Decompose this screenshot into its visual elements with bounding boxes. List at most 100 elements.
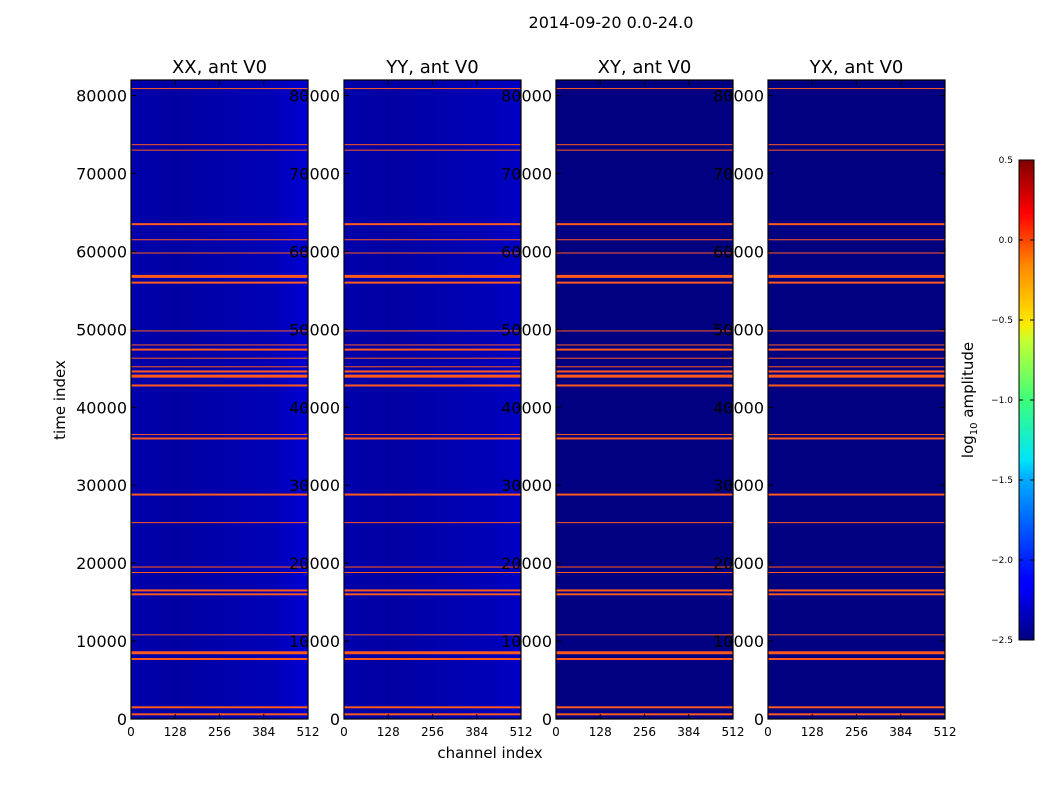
- x-tick-label: 128: [801, 725, 824, 739]
- colorbar-label-rest: amplitude: [959, 342, 977, 423]
- flagged-row: [131, 252, 308, 254]
- y-tick-label: 0: [330, 710, 340, 729]
- flagged-row: [344, 223, 521, 226]
- flagged-row: [131, 384, 308, 387]
- flagged-row: [768, 281, 945, 284]
- colorbar-tick-label: 0.0: [999, 236, 1014, 246]
- flagged-row: [344, 366, 521, 368]
- x-tick-label: 256: [845, 725, 868, 739]
- flagged-row: [344, 593, 521, 596]
- flagged-row: [768, 330, 945, 332]
- flagged-row: [344, 434, 521, 436]
- y-tick-label: 30000: [289, 476, 340, 495]
- flagged-row: [344, 149, 521, 151]
- flagged-row: [344, 281, 521, 284]
- x-tick-label: 128: [164, 725, 187, 739]
- flagged-row: [556, 281, 733, 284]
- flagged-row: [556, 657, 733, 660]
- colorbar-tick-label: −0.5: [991, 316, 1013, 326]
- flagged-row: [344, 706, 521, 709]
- y-tick-label: 50000: [713, 320, 764, 339]
- flagged-row: [344, 493, 521, 496]
- flagged-row: [131, 566, 308, 568]
- flagged-row: [768, 634, 945, 636]
- colorbar: −2.5 −2.0 −1.5 −1.0 −0.5 0.0 0.5 log10 amplitu…: [959, 156, 1035, 646]
- x-tick-label: 384: [889, 725, 912, 739]
- x-tick-label: 0: [764, 725, 772, 739]
- y-tick-label: 0: [754, 710, 764, 729]
- y-tick-label: 30000: [713, 476, 764, 495]
- flagged-row: [556, 434, 733, 436]
- flagged-row: [131, 149, 308, 151]
- flagged-row: [556, 634, 733, 636]
- flagged-row: [768, 434, 945, 436]
- y-tick-label: 50000: [501, 320, 552, 339]
- y-tick-label: 20000: [76, 554, 127, 573]
- flagged-row: [768, 223, 945, 226]
- y-tick-label: 70000: [289, 165, 340, 184]
- flagged-row: [131, 493, 308, 496]
- flagged-row: [768, 348, 945, 351]
- flagged-row: [556, 370, 733, 373]
- y-tick-label: 10000: [713, 632, 764, 651]
- flagged-row: [556, 366, 733, 368]
- flagged-row: [556, 144, 733, 146]
- y-tick-label: 70000: [713, 165, 764, 184]
- flagged-row: [556, 374, 733, 378]
- y-tick-label: 60000: [289, 242, 340, 261]
- panel-title: XY, ant V0: [598, 57, 692, 78]
- x-tick-label: 384: [465, 725, 488, 739]
- x-tick-label: 512: [297, 725, 320, 739]
- flagged-row: [768, 144, 945, 146]
- y-tick-label: 70000: [501, 165, 552, 184]
- flagged-row: [344, 239, 521, 241]
- flagged-row: [344, 357, 521, 359]
- flagged-row: [768, 274, 945, 278]
- flagged-row: [768, 252, 945, 254]
- y-tick-label: 80000: [713, 87, 764, 106]
- x-tick-label: 0: [340, 725, 348, 739]
- flagged-row: [131, 434, 308, 436]
- flagged-row: [131, 374, 308, 378]
- flagged-row: [131, 437, 308, 440]
- flagged-row: [768, 571, 945, 573]
- flagged-row: [556, 330, 733, 332]
- flagged-row: [344, 144, 521, 146]
- flagged-row: [344, 589, 521, 592]
- y-tick-label: 30000: [501, 476, 552, 495]
- flagged-row: [131, 357, 308, 359]
- heatmap-background: [344, 80, 521, 719]
- flagged-row: [768, 437, 945, 440]
- flagged-row: [131, 144, 308, 146]
- y-tick-label: 60000: [76, 242, 127, 261]
- y-tick-label: 60000: [713, 242, 764, 261]
- y-tick-label: 60000: [501, 242, 552, 261]
- flagged-row: [131, 274, 308, 278]
- panel-1: XX, ant V0 0 128 256 384 512 0 10000 20000 30000 4…: [76, 57, 319, 739]
- flagged-row: [131, 634, 308, 636]
- flagged-row: [556, 149, 733, 151]
- panels-group: XX, ant V0 0 128 256 384 512 0 10000 20000 30000 4…: [76, 57, 956, 739]
- flagged-row: [131, 651, 308, 655]
- panel-2: YY, ant V0 0 128 256 384 512 0 10000 20000 30000 4…: [289, 57, 532, 739]
- y-tick-label: 70000: [76, 165, 127, 184]
- colorbar-tick-label: −2.5: [991, 636, 1013, 646]
- flagged-row: [131, 366, 308, 368]
- flagged-row: [556, 223, 733, 226]
- flagged-row: [768, 566, 945, 568]
- x-tick-label: 128: [377, 725, 400, 739]
- y-tick-label: 40000: [289, 398, 340, 417]
- flagged-row: [556, 522, 733, 524]
- flagged-row: [556, 493, 733, 496]
- y-tick-label: 20000: [713, 554, 764, 573]
- flagged-row: [556, 344, 733, 346]
- flagged-row: [344, 437, 521, 440]
- y-tick-label: 40000: [76, 398, 127, 417]
- y-tick-label: 80000: [289, 87, 340, 106]
- colorbar-tick-label: 0.5: [999, 156, 1013, 166]
- flagged-row: [344, 348, 521, 351]
- colorbar-label-log: log: [959, 435, 977, 458]
- flagged-row: [768, 239, 945, 241]
- flagged-row: [344, 344, 521, 346]
